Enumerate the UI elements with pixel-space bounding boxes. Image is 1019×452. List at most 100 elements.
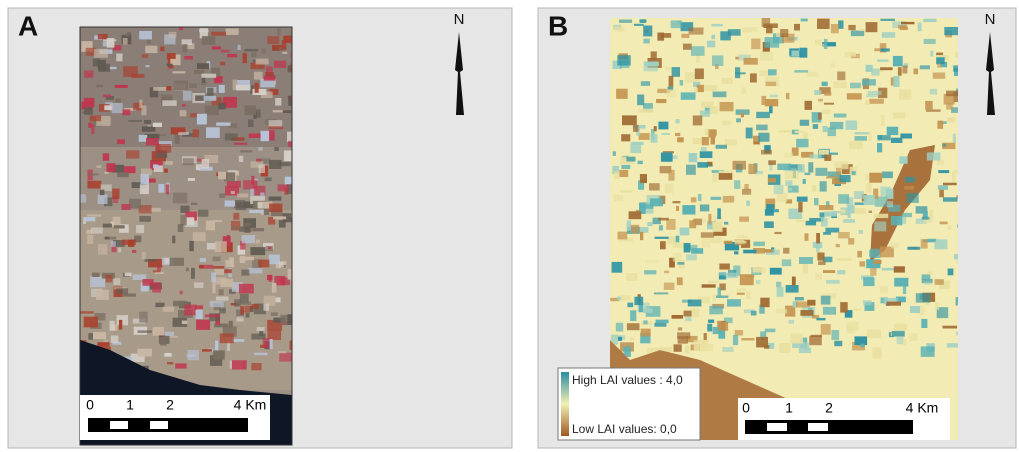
texture: [87, 181, 101, 189]
texture: [702, 137, 709, 145]
texture: [668, 170, 674, 181]
texture: [735, 330, 743, 336]
texture: [117, 139, 125, 144]
texture: [242, 235, 255, 243]
texture: [811, 335, 822, 337]
texture: [202, 349, 212, 351]
texture: [88, 333, 93, 340]
texture: [277, 28, 280, 35]
texture: [882, 172, 893, 179]
texture: [197, 63, 209, 69]
texture: [202, 159, 209, 169]
texture: [114, 278, 121, 285]
texture: [841, 209, 846, 213]
texture: [218, 103, 225, 109]
texture: [947, 343, 959, 347]
texture: [205, 314, 220, 317]
texture: [155, 303, 164, 307]
texture: [840, 175, 851, 182]
texture: [672, 315, 684, 319]
texture: [821, 296, 831, 305]
texture: [158, 184, 164, 193]
texture: [746, 201, 750, 206]
texture: [658, 218, 669, 221]
texture: [138, 330, 152, 333]
texture: [694, 88, 698, 93]
texture: [647, 222, 652, 226]
texture: [651, 134, 658, 143]
texture: [234, 143, 247, 145]
texture: [736, 118, 741, 122]
texture: [175, 135, 180, 144]
texture: [952, 171, 956, 181]
texture: [153, 327, 165, 336]
texture: [930, 89, 937, 95]
texture: [719, 264, 730, 270]
texture: [98, 34, 108, 39]
texture: [868, 91, 882, 95]
texture: [219, 85, 225, 93]
texture: [187, 355, 196, 357]
texture: [254, 72, 263, 80]
texture: [243, 53, 248, 63]
texture: [824, 92, 831, 96]
texture: [937, 63, 941, 67]
texture: [618, 232, 628, 240]
texture: [753, 267, 766, 272]
texture: [724, 241, 733, 244]
texture: [654, 323, 666, 327]
texture: [634, 24, 644, 26]
texture: [182, 321, 188, 325]
texture: [795, 131, 805, 134]
texture: [213, 266, 225, 269]
texture: [855, 202, 865, 205]
texture: [822, 109, 831, 114]
texture: [746, 128, 753, 139]
scale-label: 0: [86, 397, 94, 413]
texture: [800, 48, 808, 58]
texture: [826, 176, 839, 178]
texture: [702, 284, 716, 287]
texture: [234, 200, 245, 208]
texture: [258, 260, 269, 268]
texture: [943, 326, 958, 329]
texture: [794, 24, 800, 31]
texture: [766, 82, 777, 86]
texture: [798, 164, 805, 172]
texture: [253, 89, 267, 95]
texture: [693, 116, 703, 126]
texture: [125, 273, 132, 277]
texture: [269, 275, 272, 282]
texture: [785, 180, 792, 186]
texture: [689, 28, 704, 35]
texture: [160, 47, 164, 52]
scale-segment: [767, 423, 787, 431]
texture: [720, 31, 731, 40]
texture: [205, 106, 219, 115]
texture: [806, 72, 818, 77]
texture: [619, 170, 628, 177]
texture: [240, 306, 244, 314]
texture: [848, 238, 854, 245]
texture: [118, 248, 121, 253]
texture: [865, 100, 869, 105]
texture: [117, 315, 129, 325]
texture: [923, 19, 936, 22]
texture: [84, 98, 95, 107]
texture: [164, 353, 171, 357]
texture: [226, 28, 239, 35]
texture: [859, 29, 864, 31]
texture: [807, 300, 815, 306]
texture: [180, 110, 187, 116]
texture: [782, 259, 792, 266]
texture: [105, 237, 110, 240]
texture: [238, 45, 241, 50]
texture: [894, 324, 908, 331]
texture: [779, 343, 790, 353]
texture: [919, 306, 924, 316]
texture: [194, 282, 203, 288]
texture: [712, 55, 723, 66]
texture: [744, 184, 748, 190]
texture: [655, 237, 669, 239]
texture: [920, 65, 930, 69]
